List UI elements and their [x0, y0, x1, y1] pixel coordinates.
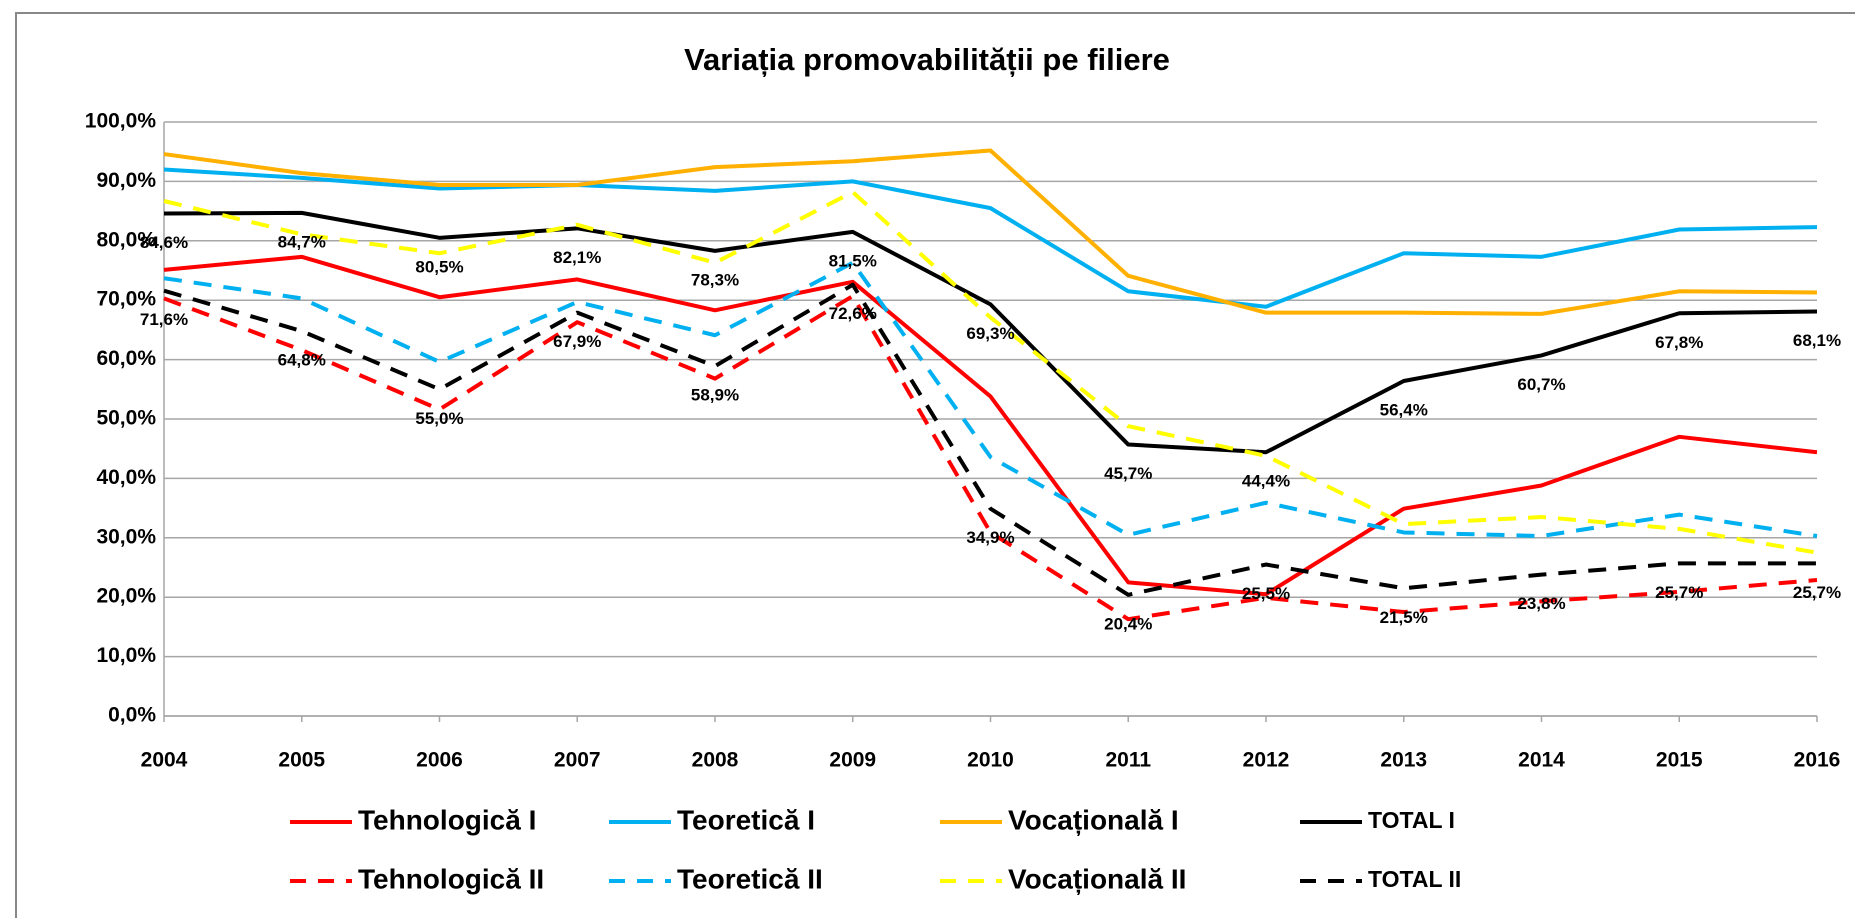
chart-title: Variația promovabilității pe filiere: [684, 42, 1170, 77]
x-tick-label: 2014: [1518, 749, 1565, 772]
legend-label: Teoretică I: [677, 804, 815, 835]
legend-label: Tehnologică I: [358, 804, 536, 835]
line-series: [163, 260, 1818, 539]
data-label: 21,5%: [1380, 608, 1428, 627]
data-label: 82,1%: [553, 248, 601, 267]
chart-frame: [15, 12, 1855, 918]
y-tick-label: 100,0%: [85, 110, 157, 133]
y-tick-label: 10,0%: [96, 644, 156, 667]
y-tick-label: 50,0%: [96, 407, 156, 430]
data-label: 84,7%: [278, 232, 326, 251]
data-label: 58,9%: [691, 386, 739, 405]
data-label: 67,8%: [1655, 333, 1703, 352]
x-tick-label: 2004: [141, 749, 188, 772]
y-tick-label: 20,0%: [96, 585, 156, 608]
data-label: 72,6%: [829, 304, 877, 323]
line-series: [163, 167, 1818, 309]
legend-label: Tehnologică II: [358, 863, 544, 894]
x-tick-label: 2010: [967, 749, 1014, 772]
data-label: 25,7%: [1655, 583, 1703, 602]
data-label: 84,6%: [140, 233, 188, 252]
data-label: 25,7%: [1793, 583, 1841, 602]
data-label: 20,4%: [1104, 614, 1152, 633]
y-tick-label: 80,0%: [96, 228, 156, 251]
data-label: 71,6%: [140, 310, 188, 329]
y-tick-label: 0,0%: [108, 704, 156, 727]
line-series: [163, 282, 1817, 597]
data-label: 55,0%: [415, 409, 463, 428]
x-tick-label: 2007: [554, 749, 601, 772]
y-tick-label: 70,0%: [96, 288, 156, 311]
x-tick-label: 2011: [1105, 749, 1151, 772]
x-tick-label: 2015: [1656, 749, 1703, 772]
data-label: 80,5%: [415, 257, 463, 276]
data-label: 64,8%: [278, 351, 326, 370]
x-tick-label: 2005: [278, 749, 325, 772]
line-series: [163, 254, 1818, 597]
data-label: 25,5%: [1242, 584, 1290, 603]
line-series: [163, 148, 1818, 316]
data-label: 60,7%: [1517, 375, 1565, 394]
legend-label: Teoretică II: [677, 863, 823, 894]
y-tick-label: 90,0%: [96, 169, 156, 192]
legend-label: Vocațională I: [1008, 804, 1179, 835]
x-tick-label: 2012: [1243, 749, 1290, 772]
data-label: 44,4%: [1242, 472, 1290, 491]
data-label: 34,9%: [966, 528, 1014, 547]
line-series: [163, 190, 1818, 555]
data-label: 81,5%: [829, 251, 877, 270]
x-tick-label: 2008: [692, 749, 739, 772]
legend-label: TOTAL II: [1368, 866, 1461, 892]
y-tick-label: 60,0%: [96, 347, 156, 370]
line-series: [163, 294, 1818, 622]
y-tick-label: 40,0%: [96, 466, 156, 489]
x-tick-label: 2016: [1794, 749, 1841, 772]
legend-label: Vocațională II: [1008, 863, 1186, 894]
data-label: 23,8%: [1517, 594, 1565, 613]
data-label: 45,7%: [1104, 464, 1152, 483]
x-tick-label: 2009: [829, 749, 876, 772]
x-tick-label: 2006: [416, 749, 463, 772]
legend-label: TOTAL I: [1368, 807, 1455, 833]
data-label: 69,3%: [966, 324, 1014, 343]
line-series: [163, 210, 1818, 455]
data-label: 56,4%: [1380, 400, 1428, 419]
y-tick-label: 30,0%: [96, 525, 156, 548]
data-label: 78,3%: [691, 270, 739, 289]
data-label: 68,1%: [1793, 331, 1841, 350]
x-tick-label: 2013: [1380, 749, 1427, 772]
data-label: 67,9%: [553, 332, 601, 351]
